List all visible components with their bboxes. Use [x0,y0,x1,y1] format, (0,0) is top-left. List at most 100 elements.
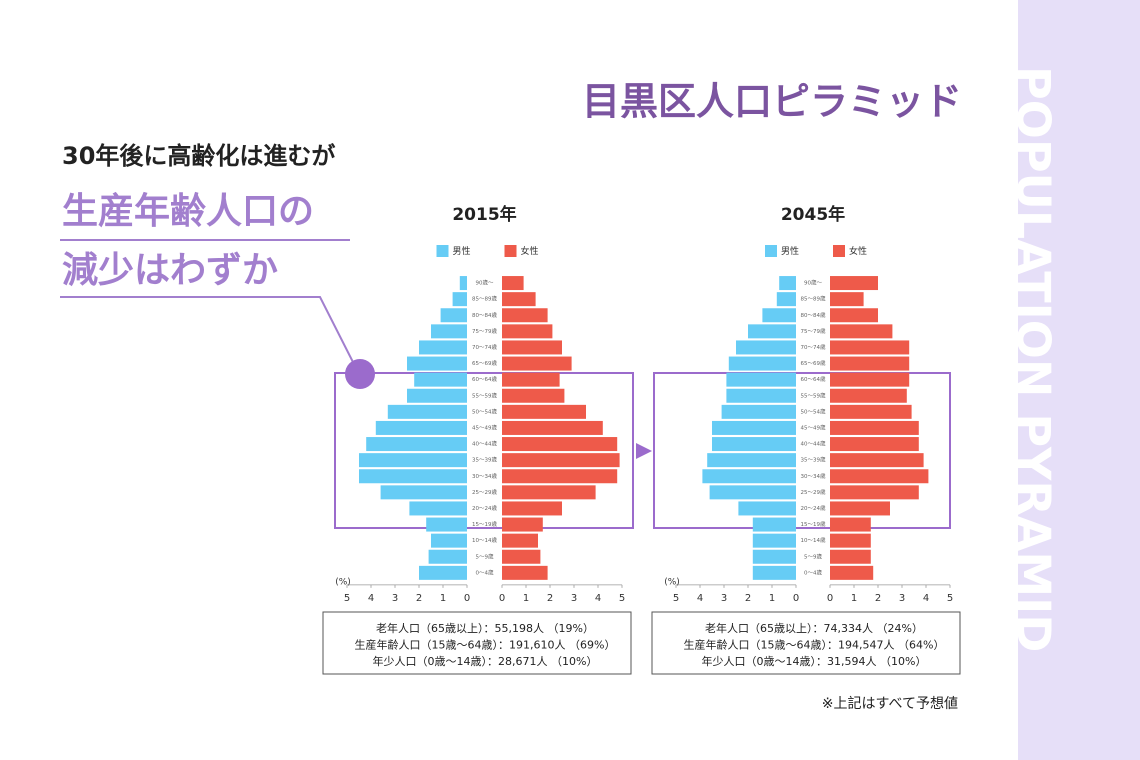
bar-female [502,549,541,564]
chart-title: 2015年 [452,204,516,225]
bar-female [502,292,536,307]
x-tick-label: 3 [899,593,905,604]
bar-male [779,276,796,291]
legend-swatch [436,245,449,257]
age-label: 55〜59歳 [801,391,826,399]
bar-male [752,517,796,532]
age-label: 50〜54歳 [801,407,826,415]
bar-male [736,340,796,355]
age-label: 85〜89歳 [472,295,497,303]
age-label: 40〜44歳 [801,440,826,448]
x-tick-label: 1 [440,593,446,604]
age-label: 5〜9歳 [804,552,822,560]
bar-female [830,340,910,355]
x-tick-label: 0 [464,593,470,604]
x-axis-label: (%) [335,577,351,587]
x-tick-label: 2 [416,593,422,604]
bar-male [709,485,796,500]
bar-female [502,340,562,355]
highlight-line: 減少はわずか [62,250,278,291]
age-label: 75〜79歳 [801,327,826,335]
bar-male [752,533,796,548]
age-label: 70〜74歳 [472,343,497,351]
age-label: 10〜14歳 [801,536,826,544]
legend-swatch [504,245,517,257]
bar-female [502,308,548,323]
bar-female [502,276,524,291]
summary-box [322,611,632,675]
main-title: 目黒区人口ピラミッド [582,80,962,124]
bar-male [721,404,796,419]
x-tick-label: 3 [392,593,398,604]
legend-swatch [765,245,777,257]
x-tick-label: 1 [769,593,775,604]
bar-male [359,469,467,484]
x-tick-label: 1 [851,593,857,604]
highlight-box [653,372,951,529]
x-axis-label: (%) [664,577,680,587]
age-label: 45〜49歳 [472,423,497,431]
bar-female [502,356,572,371]
bar-male [707,453,796,468]
legend-label: 男性 [781,245,799,257]
x-tick-label: 2 [547,593,553,604]
bar-male [409,501,467,516]
age-label: 5〜9歳 [476,552,494,560]
x-tick-label: 4 [697,593,703,604]
highlight-box [334,372,634,529]
note: ※上記はすべて予想値 [822,695,958,712]
bar-female [502,404,586,419]
x-tick-label: 4 [368,593,374,604]
age-label: 90歳〜 [804,279,822,287]
age-label: 30〜34歳 [801,472,826,480]
x-tick-label: 3 [571,593,577,604]
bar-female [502,485,596,500]
x-tick-label: 0 [499,593,505,604]
age-label: 40〜44歳 [472,440,497,448]
bar-female [830,533,871,548]
side-panel [1018,0,1140,760]
summary-line: 生産年齢人口（15歳〜64歳）：194,547人 （64%） [684,638,945,652]
age-label: 60〜64歳 [801,375,826,383]
bar-female [502,372,560,387]
bar-female [502,533,538,548]
bar-female [502,324,553,339]
bar-male [414,372,467,387]
x-tick-label: 2 [745,593,751,604]
age-label: 0〜4歳 [804,568,822,576]
bar-male [726,372,796,387]
bar-male [407,388,467,403]
bar-female [502,469,618,484]
bar-male [452,292,467,307]
summary-line: 年少人口（0歳〜14歳）：31,594人 （10%） [702,654,927,668]
x-tick-label: 5 [619,593,625,604]
callout-line [60,296,359,373]
bar-female [502,565,548,580]
age-label: 35〜39歳 [801,456,826,464]
age-label: 15〜19歳 [801,520,826,528]
age-label: 60〜64歳 [472,375,497,383]
bar-female [830,388,907,403]
bar-female [502,501,562,516]
bar-female [502,420,603,435]
age-label: 30〜34歳 [472,472,497,480]
bar-male [776,292,796,307]
x-tick-label: 4 [923,593,929,604]
bar-female [830,404,912,419]
bar-male [752,565,796,580]
age-label: 80〜84歳 [472,311,497,319]
chart-title: 2045年 [781,204,845,225]
age-label: 65〜69歳 [472,359,497,367]
bar-male [380,485,467,500]
bar-male [762,308,796,323]
summary-line: 老年人口（65歳以上）：55,198人 （19%） [376,621,594,635]
bar-male [426,517,467,532]
legend-label: 女性 [849,245,867,257]
age-label: 65〜69歳 [801,359,826,367]
bar-male [366,437,467,452]
lead-text: 30年後に高齢化は進むが [62,142,335,170]
summary-line: 老年人口（65歳以上）：74,334人 （24%） [705,621,923,635]
bar-female [502,517,543,532]
bar-female [830,437,919,452]
